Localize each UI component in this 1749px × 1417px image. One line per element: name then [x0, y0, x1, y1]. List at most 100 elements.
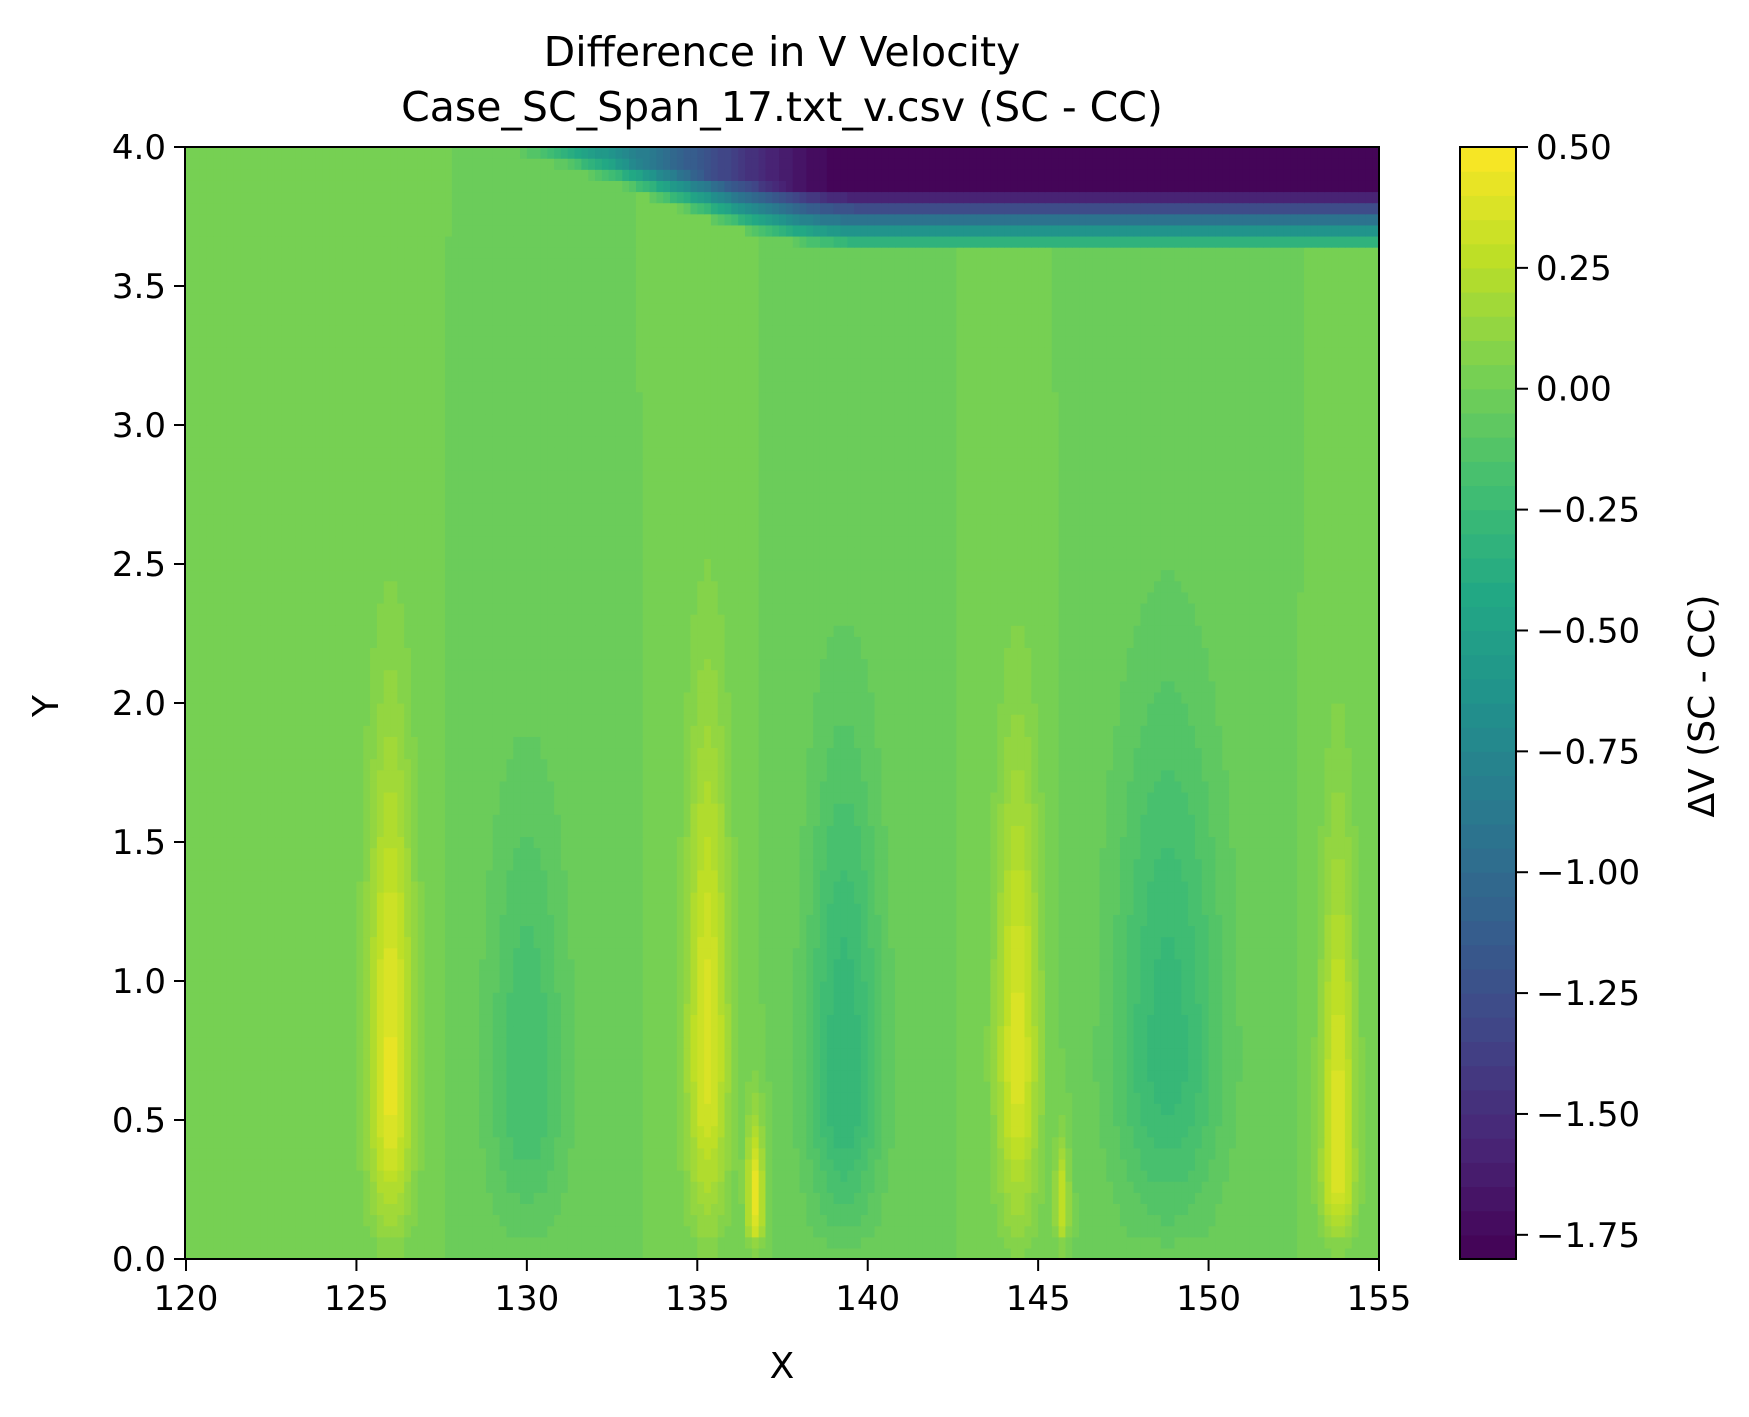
- heatmap-cell: [717, 1025, 726, 1038]
- heatmap-cell: [1263, 947, 1271, 960]
- heatmap-cell: [383, 1014, 392, 1027]
- heatmap-cell: [969, 1036, 978, 1049]
- heatmap-cell: [1276, 1047, 1285, 1060]
- heatmap-cell: [915, 1247, 923, 1259]
- heatmap-cell: [874, 1181, 882, 1193]
- heatmap-cell: [717, 1125, 726, 1138]
- heatmap-cell: [704, 1147, 712, 1160]
- heatmap-cell: [983, 1203, 992, 1216]
- heatmap-cell: [656, 1092, 664, 1104]
- heatmap-cell: [1010, 1203, 1019, 1216]
- heatmap-cell: [1358, 1081, 1366, 1093]
- heatmap-cell: [833, 969, 842, 982]
- heatmap-cell: [704, 1025, 712, 1038]
- heatmap-cell: [1304, 992, 1312, 1004]
- heatmap-cell: [1154, 1025, 1162, 1038]
- heatmap-cell: [990, 1203, 998, 1216]
- heatmap-cell: [1324, 1236, 1332, 1249]
- heatmap-cell: [574, 1136, 582, 1149]
- heatmap-cell: [1297, 1192, 1305, 1204]
- heatmap-cell: [445, 1147, 453, 1160]
- heatmap-cell: [267, 958, 276, 971]
- heatmap-cell: [894, 1047, 903, 1060]
- heatmap-cell: [458, 1214, 467, 1227]
- heatmap-cell: [492, 1147, 501, 1160]
- heatmap-cell: [220, 1181, 228, 1193]
- heatmap-cell: [540, 1069, 548, 1082]
- heatmap-cell: [513, 1025, 521, 1038]
- heatmap-cell: [485, 1036, 494, 1049]
- heatmap-cell: [1181, 1170, 1189, 1182]
- heatmap-cell: [322, 1192, 330, 1204]
- heatmap-cell: [649, 1147, 657, 1160]
- heatmap-cell: [226, 1225, 235, 1238]
- heatmap-cell: [356, 1158, 364, 1171]
- heatmap-cell: [199, 1247, 208, 1259]
- heatmap-cell: [854, 1181, 862, 1193]
- heatmap-cell: [1201, 1158, 1210, 1171]
- heatmap-cell: [949, 1214, 957, 1227]
- heatmap-cell: [779, 1158, 787, 1171]
- heatmap-cell: [1344, 947, 1353, 960]
- heatmap-cell: [799, 1014, 807, 1027]
- heatmap-cell: [1099, 1114, 1107, 1127]
- heatmap-cell: [267, 1147, 276, 1160]
- heatmap-cell: [1276, 1025, 1285, 1038]
- heatmap-cell: [731, 1114, 739, 1127]
- heatmap-cell: [554, 1247, 562, 1259]
- heatmap-cell: [1031, 1147, 1039, 1160]
- heatmap-cell: [1208, 1158, 1216, 1171]
- heatmap-cell: [451, 1014, 460, 1027]
- heatmap-cell: [260, 1170, 269, 1182]
- heatmap-cell: [1269, 1136, 1278, 1149]
- heatmap-cell: [404, 958, 412, 971]
- heatmap-cell: [506, 1003, 514, 1015]
- heatmap-cell: [383, 1047, 392, 1060]
- heatmap-cell: [881, 1025, 889, 1038]
- heatmap-cell: [915, 1081, 923, 1093]
- heatmap-cell: [704, 1047, 712, 1060]
- heatmap-cell: [772, 1081, 780, 1093]
- heatmap-cell: [976, 1181, 985, 1193]
- heatmap-cell: [526, 1047, 535, 1060]
- heatmap-cell: [608, 1103, 617, 1116]
- heatmap-cell: [1269, 1192, 1278, 1204]
- heatmap-cell: [554, 1136, 562, 1149]
- heatmap-cell: [288, 1192, 296, 1204]
- heatmap-cell: [1160, 1225, 1169, 1238]
- heatmap-cell: [1099, 1181, 1107, 1193]
- heatmap-cell: [642, 1203, 651, 1216]
- heatmap-cell: [990, 992, 998, 1004]
- heatmap-cell: [983, 1058, 992, 1071]
- heatmap-cell: [1167, 1147, 1176, 1160]
- heatmap-cell: [710, 1125, 719, 1138]
- heatmap-cell: [458, 1081, 467, 1093]
- heatmap-cell: [969, 1247, 978, 1259]
- heatmap-cell: [915, 1203, 923, 1216]
- heatmap-cell: [370, 1092, 378, 1104]
- heatmap-cell: [683, 1025, 692, 1038]
- heatmap-cell: [472, 1114, 480, 1127]
- heatmap-cell: [1338, 1003, 1346, 1015]
- heatmap-cell: [1113, 969, 1121, 982]
- heatmap-cell: [472, 1047, 480, 1060]
- heatmap-cell: [908, 1036, 917, 1049]
- heatmap-cell: [956, 1192, 964, 1204]
- heatmap-cell: [717, 1103, 726, 1116]
- heatmap-cell: [349, 1158, 358, 1171]
- heatmap-cell: [397, 1058, 405, 1071]
- heatmap-cell: [1344, 1014, 1353, 1027]
- heatmap-cell: [220, 1069, 228, 1082]
- heatmap-cell: [554, 1103, 562, 1116]
- heatmap-cell: [785, 1125, 794, 1138]
- heatmap-cell: [854, 1069, 862, 1082]
- heatmap-cell: [1167, 947, 1176, 960]
- heatmap-cell: [642, 947, 651, 960]
- heatmap-cell: [670, 1136, 678, 1149]
- heatmap-cell: [465, 969, 473, 982]
- heatmap-cell: [1119, 1069, 1128, 1082]
- heatmap-cell: [417, 1214, 426, 1227]
- heatmap-cell: [1290, 1003, 1298, 1015]
- heatmap-cell: [1194, 1081, 1203, 1093]
- heatmap-cell: [595, 1036, 603, 1049]
